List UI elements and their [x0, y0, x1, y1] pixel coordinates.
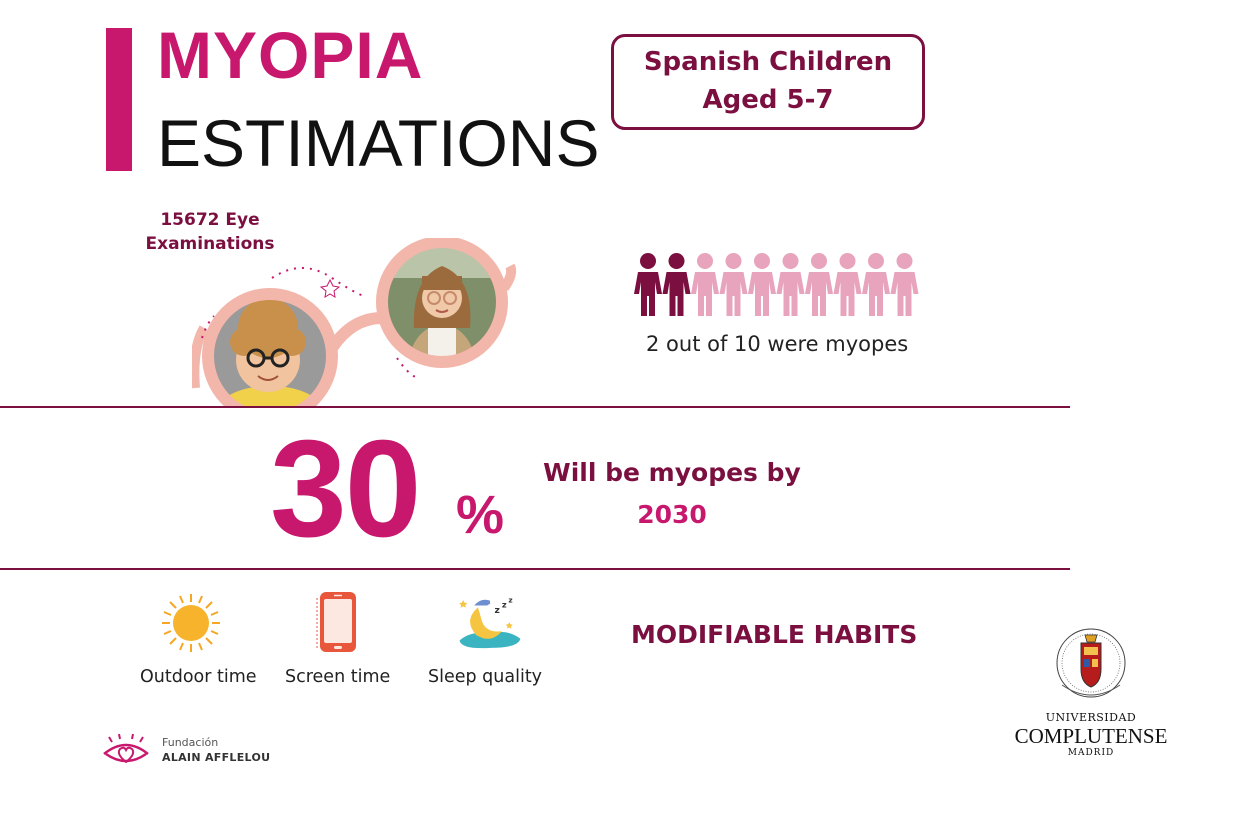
svg-text:z: z: [508, 596, 512, 605]
projection-text: Will be myopes by 2030: [540, 452, 804, 536]
divider-top: [0, 406, 1070, 408]
person-icon-non-myope: [776, 253, 805, 316]
phone-icon: [316, 592, 356, 652]
person-icon-non-myope: [862, 253, 890, 316]
university-logo: UNIVERSIDAD COMPLUTENSE MADRID: [1012, 625, 1170, 765]
habits-heading: MODIFIABLE HABITS: [631, 620, 918, 649]
divider-bottom: [0, 568, 1070, 570]
title-accent-bar: [106, 28, 132, 171]
afflelou-logo: Fundación ALAIN AFFLELOU: [102, 734, 282, 768]
people-prevalence-icons: [634, 253, 919, 316]
afflelou-foundation-label: Fundación: [162, 736, 219, 749]
projection-label: Will be myopes by: [543, 458, 801, 487]
projection-year: 2030: [637, 500, 707, 529]
girl-photo: [382, 242, 502, 362]
university-label-top: UNIVERSIDAD: [1045, 711, 1137, 724]
examinations-line2: Examinations: [145, 234, 275, 254]
title-estimations: ESTIMATIONS: [157, 106, 600, 180]
sun-icon: [162, 594, 220, 652]
university-city: MADRID: [1067, 748, 1115, 758]
person-icon-non-myope: [719, 253, 748, 316]
svg-text:z: z: [495, 605, 500, 616]
svg-text:z: z: [502, 599, 507, 609]
habit-sleep-label: Sleep quality: [428, 667, 543, 687]
person-icon-non-myope: [691, 253, 719, 316]
university-crest-icon: [1056, 628, 1126, 698]
afflelou-name: ALAIN AFFLELOU: [162, 751, 271, 764]
person-icon-non-myope: [805, 253, 833, 316]
examinations-count: 15672 Eye Examinations: [130, 208, 290, 256]
glasses-illustration: [192, 238, 517, 408]
moon-icon: z z z: [459, 596, 521, 649]
population-line1: Spanish Children: [643, 47, 893, 78]
habit-outdoor-label: Outdoor time: [140, 667, 257, 687]
person-icon-myope: [662, 253, 691, 316]
projection-percent-sign: %: [456, 485, 505, 545]
title-myopia: MYOPIA: [157, 18, 424, 92]
habit-screen-label: Screen time: [285, 667, 391, 687]
person-icon-non-myope: [890, 253, 919, 316]
examinations-line1: 15672 Eye: [160, 210, 260, 230]
population-box: Spanish Children Aged 5-7: [611, 34, 925, 130]
population-line2: Aged 5-7: [702, 85, 834, 115]
eye-heart-icon: [103, 734, 149, 764]
university-name: COMPLUTENSE: [1014, 724, 1168, 748]
person-icon-non-myope: [748, 253, 776, 316]
person-icon-non-myope: [833, 253, 862, 316]
person-icon-myope: [634, 253, 662, 316]
prevalence-caption: 2 out of 10 were myopes: [646, 332, 909, 356]
projection-percentage: 30: [270, 412, 421, 566]
